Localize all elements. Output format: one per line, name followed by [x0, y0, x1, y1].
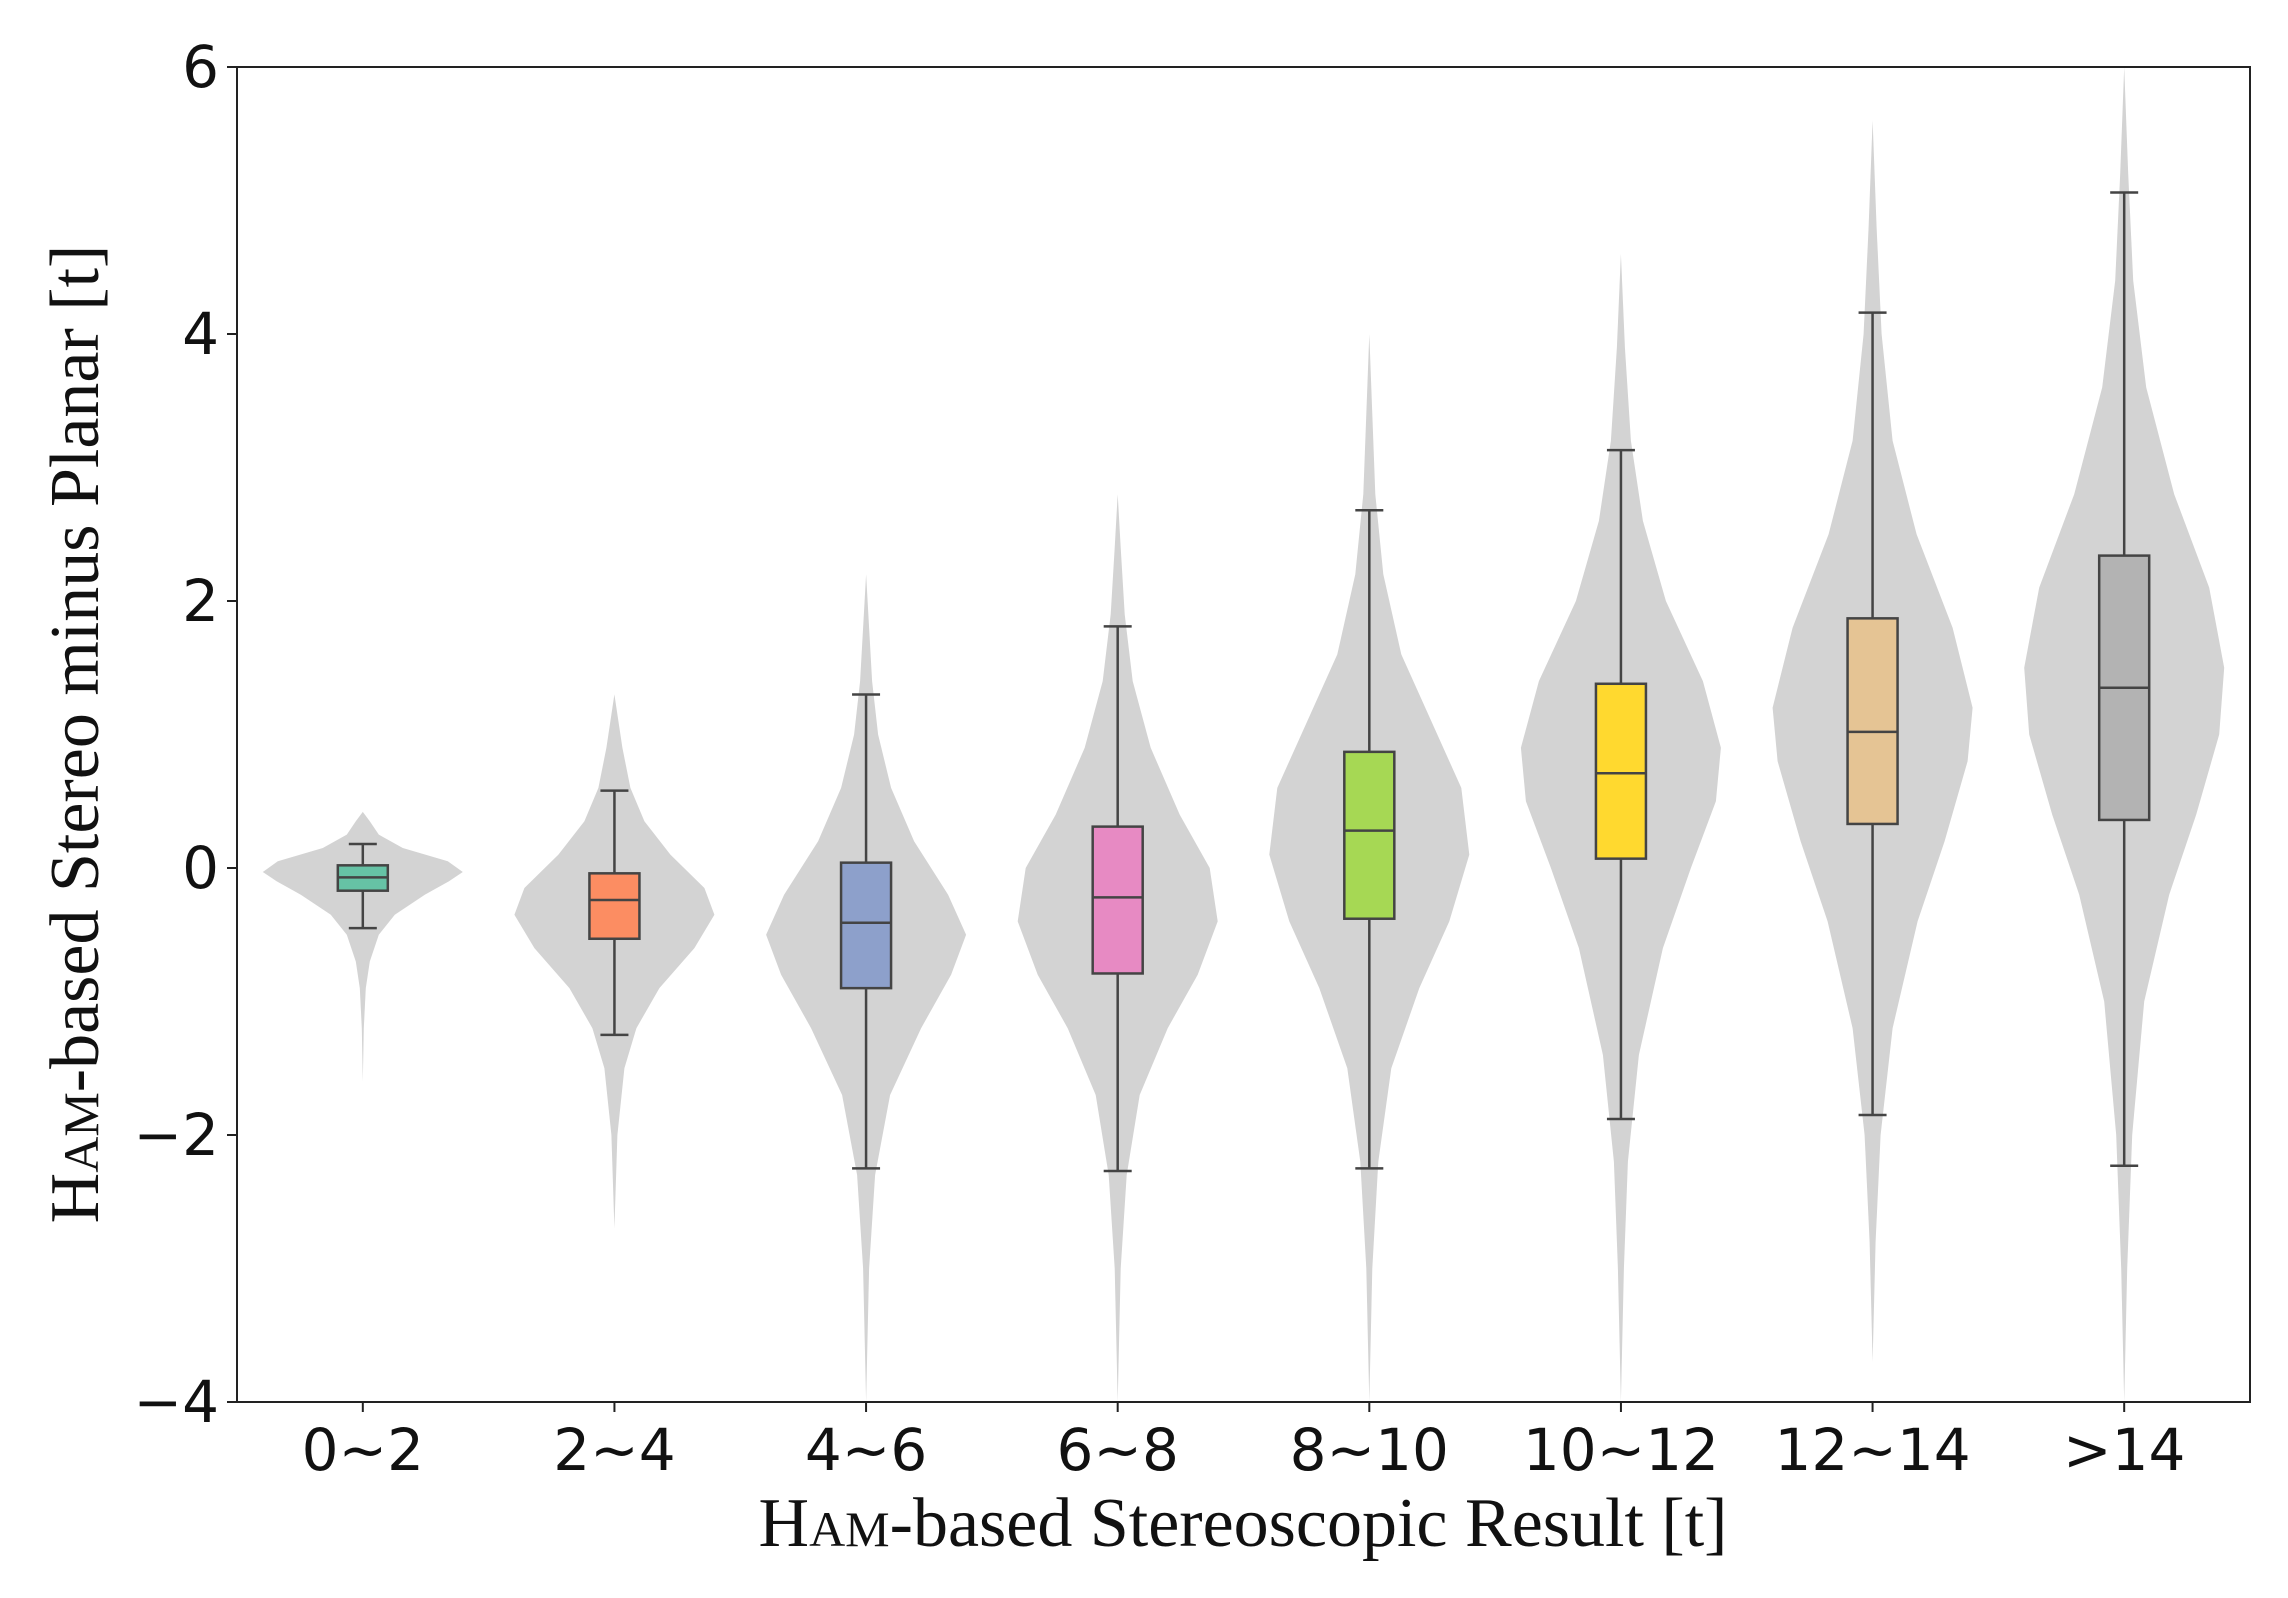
- x-axis-title-prefix: H: [759, 1485, 810, 1562]
- x-axis-title-suffix: -based Stereoscopic Result [t]: [890, 1485, 1728, 1562]
- y-tick-label: 0: [182, 834, 219, 902]
- x-axis: 0~2 2~4 4~6 6~8 8~10 10~12 12~14 >14: [302, 1402, 2185, 1484]
- y-axis-title-prefix: H: [37, 1173, 114, 1224]
- plot-frame: [236, 66, 2251, 1403]
- y-axis-title-smallcaps: AM: [53, 1092, 109, 1173]
- box-iqr: [839, 861, 893, 990]
- box-layer: [336, 191, 2151, 1173]
- boxplot-6~8: [1091, 625, 1144, 1173]
- y-tick-label: −2: [134, 1101, 220, 1169]
- boxplot-4~6: [839, 693, 893, 1170]
- x-axis-title: HAM-based Stereoscopic Result [t]: [759, 1485, 1728, 1562]
- violin-layer: [262, 67, 2225, 1402]
- box-iqr: [1343, 750, 1396, 920]
- x-tick-label: 12~14: [1774, 1416, 1970, 1484]
- y-axis-title: HAM-based Stereo minus Planar [t]: [37, 245, 114, 1224]
- y-tick-label: −4: [134, 1368, 220, 1436]
- x-tick-label: 8~10: [1290, 1416, 1449, 1484]
- y-axis-title-suffix: -based Stereo minus Planar [t]: [37, 245, 114, 1093]
- y-tick-label: 4: [182, 300, 219, 368]
- x-tick-label: 4~6: [805, 1416, 927, 1484]
- y-axis: −4 −2 0 2 4 6: [134, 33, 237, 1436]
- boxplot-0~2: [336, 842, 390, 930]
- boxplot-8~10: [1343, 508, 1396, 1170]
- x-tick-label: >14: [2063, 1416, 2185, 1484]
- y-tick-label: 2: [182, 567, 219, 635]
- x-tick-label: 6~8: [1056, 1416, 1178, 1484]
- violin-0~2: [262, 811, 463, 1082]
- boxplot-12~14: [1846, 311, 1899, 1117]
- boxplot->14: [2097, 191, 2151, 1167]
- box-iqr: [588, 872, 641, 941]
- x-tick-label: 2~4: [553, 1416, 675, 1484]
- x-tick-label: 0~2: [302, 1416, 424, 1484]
- boxplot-10~12: [1594, 448, 1648, 1121]
- box-iqr: [1594, 682, 1648, 860]
- boxplot-2~4: [588, 789, 641, 1037]
- x-tick-label: 10~12: [1523, 1416, 1719, 1484]
- box-iqr: [1846, 617, 1899, 826]
- y-tick-label: 6: [182, 33, 219, 101]
- box-iqr: [1091, 825, 1144, 975]
- x-axis-title-smallcaps: AM: [809, 1501, 890, 1557]
